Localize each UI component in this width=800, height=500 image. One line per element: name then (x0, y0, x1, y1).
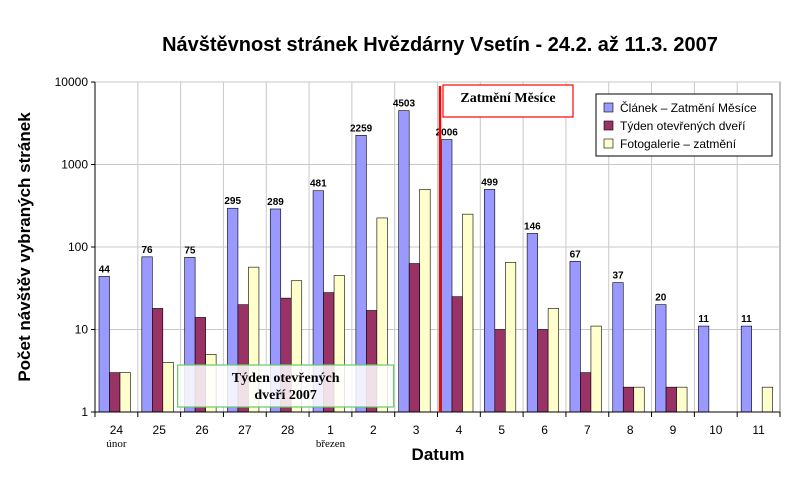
data-label: 481 (310, 179, 327, 190)
bar (484, 189, 496, 413)
x-tick-label: 2 (370, 423, 377, 437)
bar (152, 308, 164, 413)
y-tick-label: 10 (75, 323, 89, 337)
legend-box (595, 93, 773, 157)
data-labels: 44 76 75 295 289 481 2259 4503 2006 499 146 67 37 20 1… (99, 99, 752, 325)
x-tick-label: 8 (627, 423, 634, 437)
bar (655, 304, 667, 413)
bar (537, 329, 549, 413)
x-tick-sublabel: březen (316, 438, 346, 450)
bar (109, 372, 121, 413)
data-label: 11 (741, 314, 752, 325)
bar (622, 386, 635, 413)
annotation-green-text: Týden otevřených (232, 371, 340, 386)
x-tick-label: 24 (110, 423, 124, 437)
x-tick-label: 5 (498, 423, 505, 437)
x-axis-title: Datum (412, 445, 465, 464)
bar (580, 372, 592, 413)
data-label: 499 (481, 177, 498, 188)
x-tick-label: 9 (670, 423, 677, 437)
data-label: 295 (224, 196, 241, 207)
y-axis-title: Počet návštěv vybraných stránek (15, 112, 34, 382)
gridlines (95, 81, 780, 412)
bar (698, 325, 710, 413)
annotation-green-box (177, 364, 395, 408)
y-tick-labels: 1 10 100 1000 10000 (55, 75, 89, 419)
x-tick-sublabel: únor (106, 438, 127, 450)
x-tick-label: 28 (281, 423, 295, 437)
data-label: 44 (99, 264, 111, 275)
annotations: Zatmění Měsíce Týden otevřených dveří 2007 (177, 84, 574, 412)
y-tick-label: 10000 (55, 75, 89, 89)
data-label: 20 (655, 293, 667, 304)
bar (119, 372, 131, 413)
x-tick-label: 7 (584, 423, 591, 437)
bar (141, 256, 153, 413)
y-tick-label: 1000 (61, 158, 88, 172)
legend-swatch (603, 120, 614, 131)
chart-title: Návštěvnost stránek Hvězdárny Vsetín - 2… (162, 34, 718, 56)
bar (569, 261, 581, 413)
data-label: 67 (570, 249, 582, 260)
x-tick-label: 6 (541, 423, 548, 437)
bar (612, 282, 624, 413)
data-label: 76 (142, 245, 154, 256)
x-tick-label: 26 (195, 423, 209, 437)
legend-swatch (603, 102, 614, 113)
legend-swatch (603, 138, 614, 149)
bar (98, 276, 110, 413)
data-label: 11 (698, 314, 709, 325)
data-label: 4503 (393, 99, 416, 110)
data-label: 2259 (350, 123, 373, 134)
bar (462, 213, 474, 413)
data-label: 289 (267, 197, 284, 208)
bar (162, 362, 174, 413)
annotation-red-text: Zatmění Měsíce (460, 91, 555, 106)
bar (526, 233, 538, 413)
x-tick-label: 4 (456, 423, 463, 437)
legend: Článek – Zatmění Měsíce Týden otevřených … (595, 93, 773, 157)
bar (408, 263, 420, 413)
y-tick-label: 100 (68, 240, 88, 254)
data-label: 2006 (436, 128, 459, 139)
annotation-red-box (442, 84, 574, 118)
bar (451, 296, 463, 413)
bar (590, 325, 602, 413)
bar (505, 262, 517, 413)
bar (665, 386, 677, 413)
x-tick-label: 11 (752, 423, 765, 437)
data-label: 146 (524, 221, 541, 232)
bar (676, 386, 688, 413)
x-tick-label: 10 (709, 423, 723, 437)
x-tick-label: 25 (153, 423, 167, 437)
bar (494, 329, 506, 413)
bar (398, 110, 410, 413)
bars (98, 110, 773, 413)
bar (633, 386, 645, 413)
bar (547, 308, 559, 413)
annotation-green-text: dveří 2007 (254, 388, 317, 403)
legend-label: Fotogalerie – zatmění (620, 137, 737, 151)
bar (441, 139, 453, 413)
x-tick-label: 1 (327, 423, 334, 437)
data-label: 37 (612, 271, 624, 282)
legend-label: Článek – Zatmění Měsíce (620, 100, 757, 115)
legend-label: Týden otevřených dveří (620, 119, 746, 133)
bar (761, 386, 773, 413)
data-label: 75 (184, 245, 196, 256)
axes (91, 81, 781, 417)
y-tick-label: 1 (81, 405, 88, 419)
bar (419, 189, 431, 413)
bar (740, 325, 752, 413)
x-tick-label: 3 (413, 423, 420, 437)
x-tick-label: 27 (238, 423, 252, 437)
